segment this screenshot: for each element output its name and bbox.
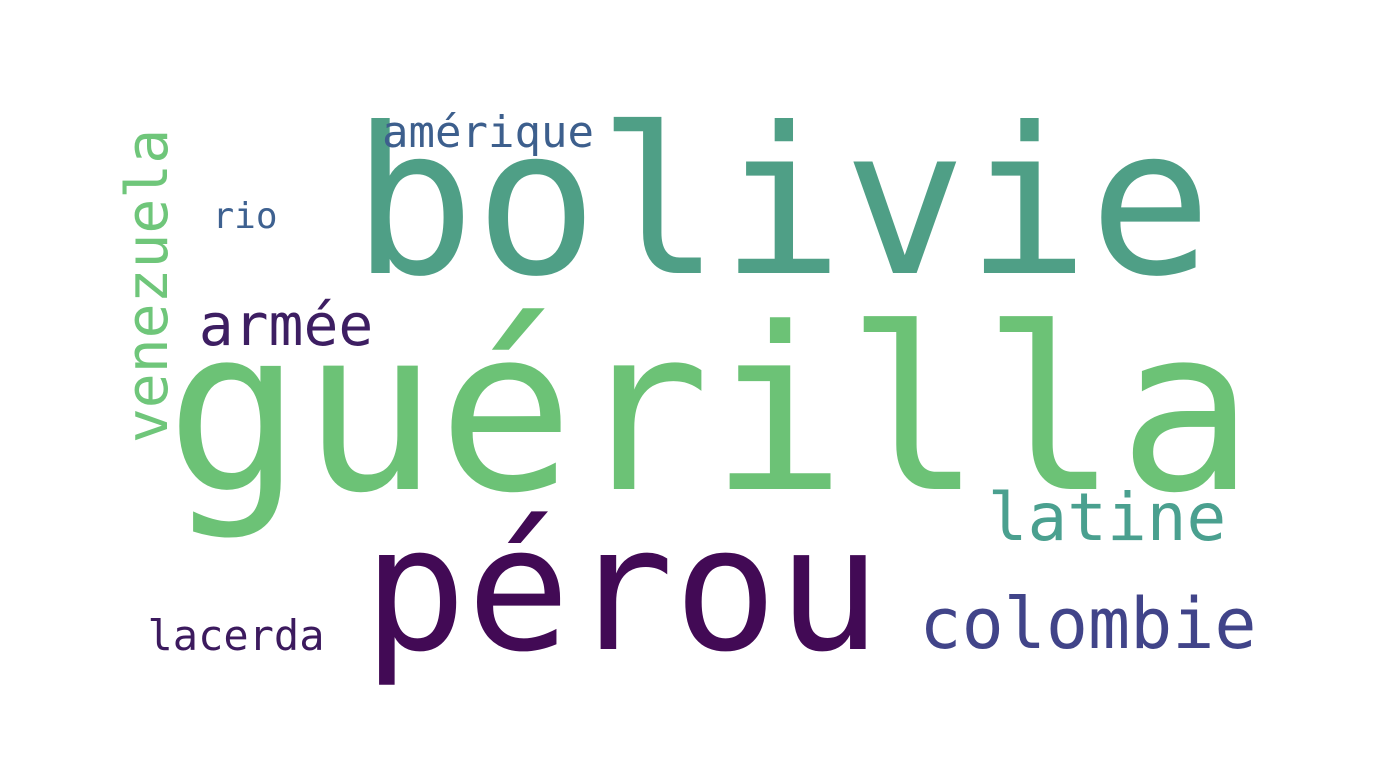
word-venezuela: venezuela: [113, 128, 181, 444]
word-armee: armée: [198, 291, 374, 359]
word-rio: rio: [212, 196, 278, 237]
word-amerique: amérique: [382, 107, 594, 158]
word-lacerda: lacerda: [147, 611, 325, 660]
word-colombie: colombie: [919, 583, 1257, 665]
word-bolivie: bolivie: [352, 85, 1212, 322]
word-perou: pérou: [363, 489, 881, 690]
word-latine: latine: [987, 479, 1227, 556]
word-guerilla: guérilla: [165, 280, 1255, 543]
